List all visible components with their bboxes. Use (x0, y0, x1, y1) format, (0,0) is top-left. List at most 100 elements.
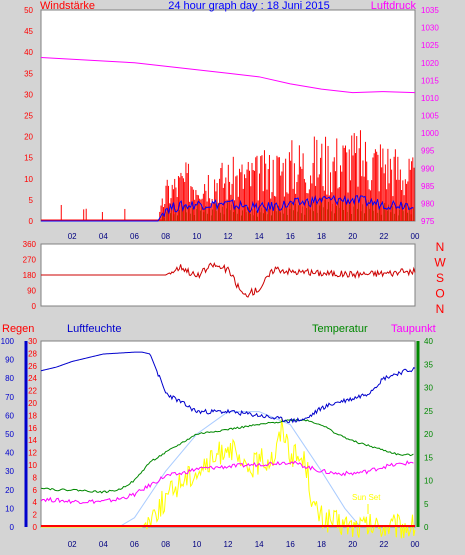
rain-ytick-label: 24 (28, 374, 37, 383)
humidity-ytick-label: 70 (5, 393, 14, 402)
p3-xtick-label: 20 (348, 540, 357, 549)
p3-xtick-label: 18 (317, 540, 326, 549)
humidity-ytick-label: 10 (5, 504, 14, 513)
p1-xtick-label: 10 (192, 232, 201, 241)
wind-avg-line (41, 194, 414, 222)
wind-ytick-label: 20 (24, 133, 33, 142)
p3-xtick-label: 02 (68, 540, 77, 549)
temperatur-line (40, 418, 414, 494)
direction-ytick-label: 180 (23, 271, 37, 280)
temp-ytick-label: 15 (424, 453, 433, 462)
p3-xtick-label: 06 (130, 540, 139, 549)
wind-ytick-label: 50 (24, 6, 33, 15)
humidity-ytick-label: 30 (5, 467, 14, 476)
direction-ytick-label: 0 (32, 302, 37, 311)
p3-xtick-label: 16 (286, 540, 295, 549)
pressure-ytick-label: 990 (421, 164, 435, 173)
wind-ytick-label: 25 (24, 112, 33, 121)
luftfeuchte-line (40, 351, 416, 424)
pressure-ytick-label: 995 (421, 147, 435, 156)
temp-ytick-label: 40 (424, 337, 433, 346)
sunset-label: Sun Set (352, 493, 381, 502)
pressure-ytick-label: 1035 (421, 6, 439, 15)
pressure-ytick-label: 1025 (421, 41, 439, 50)
rain-ytick-label: 0 (33, 523, 38, 532)
p1-xtick-label: 22 (379, 232, 388, 241)
chart-title: 24 hour graph day : 18 Juni 2015 (168, 0, 329, 12)
temp-ytick-label: 20 (424, 430, 433, 439)
rain-ytick-label: 8 (33, 473, 38, 482)
pressure-ytick-label: 1000 (421, 129, 439, 138)
p3-xtick-label: 14 (255, 540, 264, 549)
taupunkt-label: Taupunkt (391, 323, 436, 335)
direction-ytick-label: 90 (27, 287, 36, 296)
p1-xtick-label: 20 (348, 232, 357, 241)
luftdruck-label: Luftdruck (371, 0, 417, 12)
wind-ytick-label: 15 (24, 154, 33, 163)
pressure-ytick-label: 975 (421, 217, 435, 226)
p3-xtick-label: 00 (411, 540, 420, 549)
taupunkt-line (40, 460, 414, 505)
compass-letter: N (436, 240, 445, 254)
p1-xtick-label: 12 (224, 232, 233, 241)
windstaerke-label: Windstärke (40, 0, 95, 12)
humidity-ytick-label: 0 (10, 523, 15, 532)
temperatur-label: Temperatur (312, 323, 368, 335)
rain-ytick-label: 26 (28, 362, 37, 371)
rain-ytick-label: 12 (28, 449, 37, 458)
p1-xtick-label: 04 (99, 232, 108, 241)
rain-ytick-label: 14 (28, 436, 37, 445)
rain-ytick-label: 20 (28, 399, 37, 408)
wind-ytick-label: 5 (29, 196, 34, 205)
wind-ytick-label: 10 (24, 175, 33, 184)
compass-letter: W (434, 256, 446, 270)
pressure-ytick-label: 1020 (421, 59, 439, 68)
rain-ytick-label: 28 (28, 349, 37, 358)
p3-xtick-label: 12 (224, 540, 233, 549)
humidity-ytick-label: 40 (5, 449, 14, 458)
wind-ytick-label: 40 (24, 48, 33, 57)
rain-ytick-label: 30 (28, 337, 37, 346)
humidity-ytick-label: 50 (5, 430, 14, 439)
rain-ytick-label: 10 (28, 461, 37, 470)
luftfeuchte-label: Luftfeuchte (67, 323, 121, 335)
humidity-ytick-label: 80 (5, 374, 14, 383)
wind-direction-line (41, 261, 416, 298)
compass-letter: N (436, 302, 445, 316)
compass-letter: O (435, 287, 444, 301)
rain-ytick-label: 16 (28, 424, 37, 433)
rain-ytick-label: 18 (28, 411, 37, 420)
pressure-ytick-label: 1015 (421, 76, 439, 85)
p1-xtick-label: 08 (161, 232, 170, 241)
pressure-ytick-label: 980 (421, 199, 435, 208)
p1-xtick-label: 18 (317, 232, 326, 241)
pressure-ytick-label: 985 (421, 182, 435, 191)
sun-max-curve (118, 411, 361, 528)
pressure-ytick-label: 1010 (421, 94, 439, 103)
pressure-ytick-label: 1005 (421, 112, 439, 121)
rain-ytick-label: 6 (33, 486, 38, 495)
wind-ytick-label: 45 (24, 27, 33, 36)
p3-xtick-label: 08 (161, 540, 170, 549)
humidity-ytick-label: 60 (5, 411, 14, 420)
p1-xtick-label: 06 (130, 232, 139, 241)
direction-ytick-label: 360 (23, 240, 37, 249)
compass-letter: S (436, 271, 444, 285)
humidity-ytick-label: 20 (5, 486, 14, 495)
direction-ytick-label: 270 (23, 256, 37, 265)
humidity-ytick-label: 90 (5, 356, 14, 365)
temp-ytick-label: 5 (424, 500, 429, 509)
temp-ytick-label: 0 (424, 523, 429, 532)
rain-ytick-label: 4 (33, 498, 38, 507)
regen-label: Regen (2, 323, 34, 335)
temp-ytick-label: 35 (424, 360, 433, 369)
p3-xtick-label: 22 (379, 540, 388, 549)
pressure-line (40, 56, 416, 94)
humidity-temp-plot-area (40, 340, 416, 528)
temp-ytick-label: 30 (424, 384, 433, 393)
rain-ytick-label: 22 (28, 387, 37, 396)
rain-ytick-label: 2 (33, 511, 38, 520)
p3-xtick-label: 10 (192, 540, 201, 549)
humidity-ytick-label: 100 (1, 337, 15, 346)
